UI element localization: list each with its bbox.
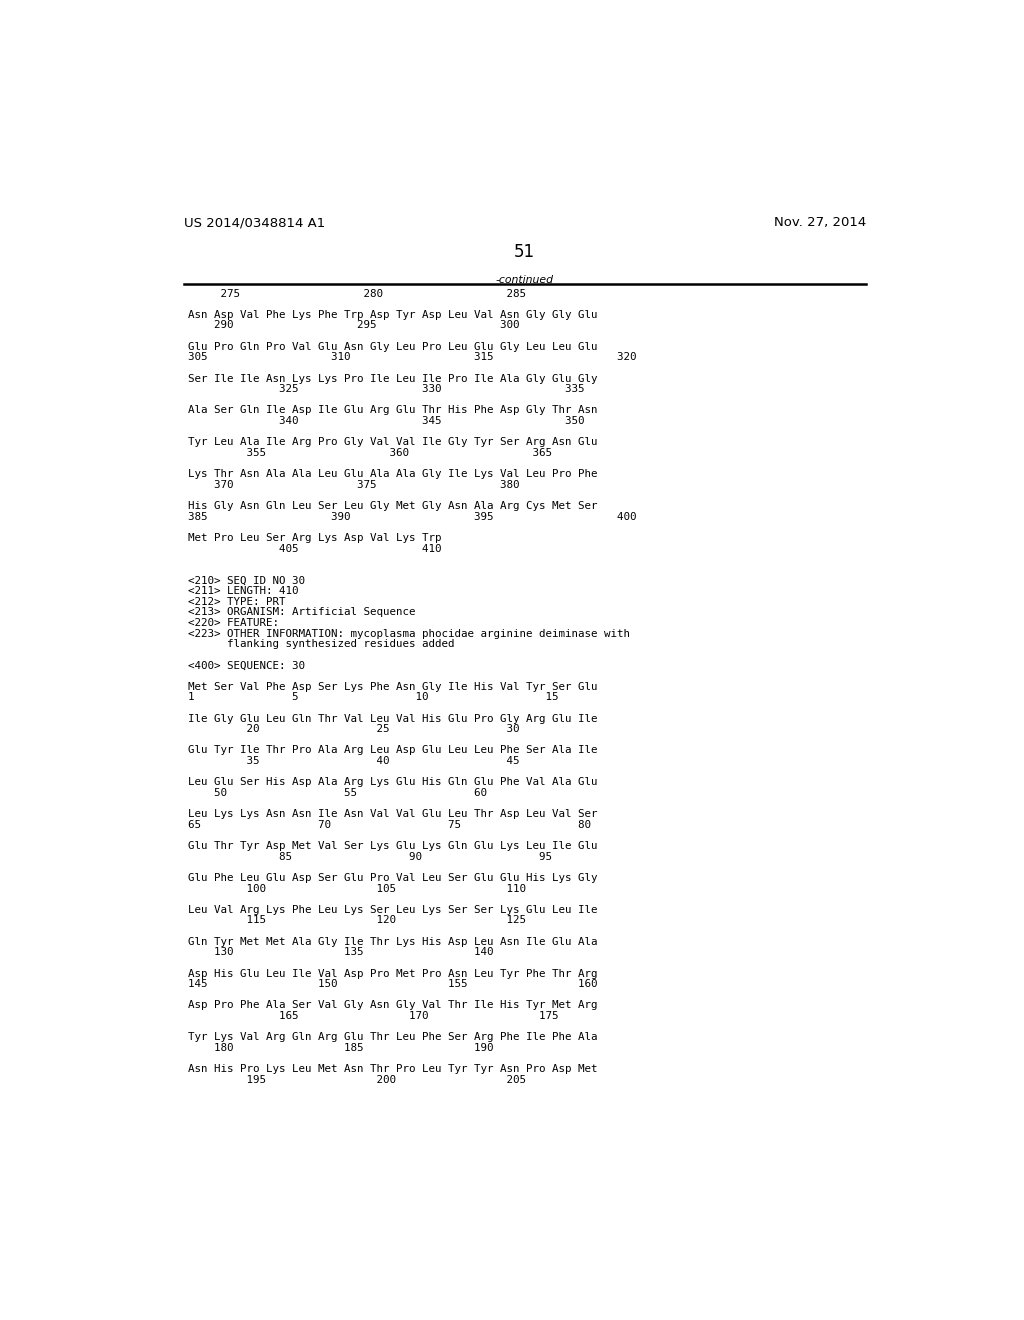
Text: 85                  90                  95: 85 90 95 [188,851,553,862]
Text: 35                  40                  45: 35 40 45 [188,756,520,766]
Text: 145                 150                 155                 160: 145 150 155 160 [188,979,598,989]
Text: US 2014/0348814 A1: US 2014/0348814 A1 [183,216,325,230]
Text: -continued: -continued [496,276,554,285]
Text: <400> SEQUENCE: 30: <400> SEQUENCE: 30 [188,660,305,671]
Text: 370                   375                   380: 370 375 380 [188,479,520,490]
Text: Glu Phe Leu Glu Asp Ser Glu Pro Val Leu Ser Glu Glu His Lys Gly: Glu Phe Leu Glu Asp Ser Glu Pro Val Leu … [188,873,598,883]
Text: <220> FEATURE:: <220> FEATURE: [188,618,280,628]
Text: Leu Lys Lys Asn Asn Ile Asn Val Val Glu Leu Thr Asp Leu Val Ser: Leu Lys Lys Asn Asn Ile Asn Val Val Glu … [188,809,598,820]
Text: 290                   295                   300: 290 295 300 [188,321,520,330]
Text: Leu Val Arg Lys Phe Leu Lys Ser Leu Lys Ser Ser Lys Glu Leu Ile: Leu Val Arg Lys Phe Leu Lys Ser Leu Lys … [188,904,598,915]
Text: <212> TYPE: PRT: <212> TYPE: PRT [188,597,286,607]
Text: flanking synthesized residues added: flanking synthesized residues added [188,639,455,649]
Text: 50                  55                  60: 50 55 60 [188,788,487,799]
Text: Asp Pro Phe Ala Ser Val Gly Asn Gly Val Thr Ile His Tyr Met Arg: Asp Pro Phe Ala Ser Val Gly Asn Gly Val … [188,1001,598,1011]
Text: 51: 51 [514,243,536,261]
Text: 355                   360                   365: 355 360 365 [188,447,553,458]
Text: <213> ORGANISM: Artificial Sequence: <213> ORGANISM: Artificial Sequence [188,607,416,618]
Text: Asn Asp Val Phe Lys Phe Trp Asp Tyr Asp Leu Val Asn Gly Gly Glu: Asn Asp Val Phe Lys Phe Trp Asp Tyr Asp … [188,310,598,319]
Text: 180                 185                 190: 180 185 190 [188,1043,494,1053]
Text: Asn His Pro Lys Leu Met Asn Thr Pro Leu Tyr Tyr Asn Pro Asp Met: Asn His Pro Lys Leu Met Asn Thr Pro Leu … [188,1064,598,1074]
Text: <210> SEQ ID NO 30: <210> SEQ ID NO 30 [188,576,305,586]
Text: Asp His Glu Leu Ile Val Asp Pro Met Pro Asn Leu Tyr Phe Thr Arg: Asp His Glu Leu Ile Val Asp Pro Met Pro … [188,969,598,978]
Text: Glu Pro Gln Pro Val Glu Asn Gly Leu Pro Leu Glu Gly Leu Leu Glu: Glu Pro Gln Pro Val Glu Asn Gly Leu Pro … [188,342,598,351]
Text: 275                   280                   285: 275 280 285 [188,289,526,298]
Text: 1               5                  10                  15: 1 5 10 15 [188,692,559,702]
Text: Met Ser Val Phe Asp Ser Lys Phe Asn Gly Ile His Val Tyr Ser Glu: Met Ser Val Phe Asp Ser Lys Phe Asn Gly … [188,681,598,692]
Text: 305                   310                   315                   320: 305 310 315 320 [188,352,637,362]
Text: 130                 135                 140: 130 135 140 [188,948,494,957]
Text: Met Pro Leu Ser Arg Lys Asp Val Lys Trp: Met Pro Leu Ser Arg Lys Asp Val Lys Trp [188,533,442,543]
Text: Ser Ile Ile Asn Lys Lys Pro Ile Leu Ile Pro Ile Ala Gly Glu Gly: Ser Ile Ile Asn Lys Lys Pro Ile Leu Ile … [188,374,598,384]
Text: Leu Glu Ser His Asp Ala Arg Lys Glu His Gln Glu Phe Val Ala Glu: Leu Glu Ser His Asp Ala Arg Lys Glu His … [188,777,598,787]
Text: 100                 105                 110: 100 105 110 [188,883,526,894]
Text: Tyr Leu Ala Ile Arg Pro Gly Val Val Ile Gly Tyr Ser Arg Asn Glu: Tyr Leu Ala Ile Arg Pro Gly Val Val Ile … [188,437,598,447]
Text: His Gly Asn Gln Leu Ser Leu Gly Met Gly Asn Ala Arg Cys Met Ser: His Gly Asn Gln Leu Ser Leu Gly Met Gly … [188,502,598,511]
Text: 165                 170                 175: 165 170 175 [188,1011,559,1022]
Text: Ala Ser Gln Ile Asp Ile Glu Arg Glu Thr His Phe Asp Gly Thr Asn: Ala Ser Gln Ile Asp Ile Glu Arg Glu Thr … [188,405,598,416]
Text: 195                 200                 205: 195 200 205 [188,1074,526,1085]
Text: <223> OTHER INFORMATION: mycoplasma phocidae arginine deiminase with: <223> OTHER INFORMATION: mycoplasma phoc… [188,628,631,639]
Text: Gln Tyr Met Met Ala Gly Ile Thr Lys His Asp Leu Asn Ile Glu Ala: Gln Tyr Met Met Ala Gly Ile Thr Lys His … [188,937,598,946]
Text: 340                   345                   350: 340 345 350 [188,416,585,426]
Text: 325                   330                   335: 325 330 335 [188,384,585,395]
Text: Glu Thr Tyr Asp Met Val Ser Lys Glu Lys Gln Glu Lys Leu Ile Glu: Glu Thr Tyr Asp Met Val Ser Lys Glu Lys … [188,841,598,851]
Text: 65                  70                  75                  80: 65 70 75 80 [188,820,592,830]
Text: Nov. 27, 2014: Nov. 27, 2014 [773,216,866,230]
Text: <211> LENGTH: 410: <211> LENGTH: 410 [188,586,299,597]
Text: Ile Gly Glu Leu Gln Thr Val Leu Val His Glu Pro Gly Arg Glu Ile: Ile Gly Glu Leu Gln Thr Val Leu Val His … [188,714,598,723]
Text: Tyr Lys Val Arg Gln Arg Glu Thr Leu Phe Ser Arg Phe Ile Phe Ala: Tyr Lys Val Arg Gln Arg Glu Thr Leu Phe … [188,1032,598,1043]
Text: 20                  25                  30: 20 25 30 [188,725,520,734]
Text: Glu Tyr Ile Thr Pro Ala Arg Leu Asp Glu Leu Leu Phe Ser Ala Ile: Glu Tyr Ile Thr Pro Ala Arg Leu Asp Glu … [188,746,598,755]
Text: 385                   390                   395                   400: 385 390 395 400 [188,512,637,521]
Text: 405                   410: 405 410 [188,544,442,553]
Text: Lys Thr Asn Ala Ala Leu Glu Ala Ala Gly Ile Lys Val Leu Pro Phe: Lys Thr Asn Ala Ala Leu Glu Ala Ala Gly … [188,469,598,479]
Text: 115                 120                 125: 115 120 125 [188,916,526,925]
